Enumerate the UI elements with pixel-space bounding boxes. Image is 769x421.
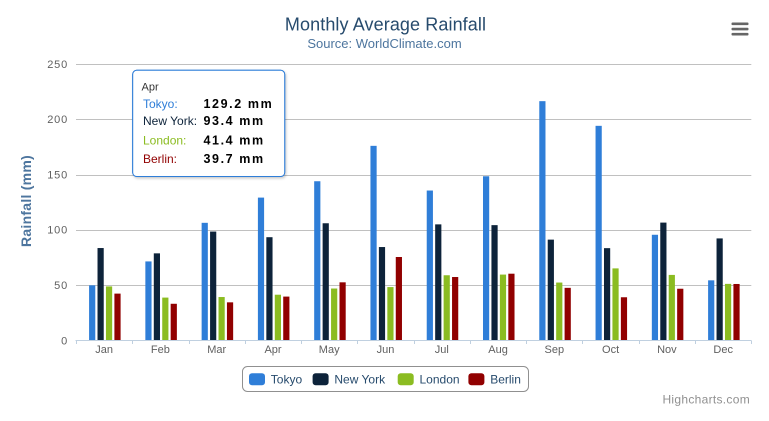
svg-text:Tokyo: Tokyo [271, 373, 303, 387]
svg-text:129.2 mm: 129.2 mm [204, 97, 274, 111]
svg-text:41.4 mm: 41.4 mm [204, 134, 265, 148]
svg-text:0: 0 [61, 335, 68, 347]
svg-text:100: 100 [47, 225, 68, 237]
svg-text:Oct: Oct [602, 344, 619, 356]
svg-text:250: 250 [47, 59, 68, 71]
svg-text:150: 150 [47, 169, 68, 181]
svg-text:Sep: Sep [545, 344, 565, 356]
svg-text:London: London [420, 373, 460, 387]
svg-text:Aug: Aug [488, 344, 508, 356]
svg-text:Jul: Jul [435, 344, 449, 356]
svg-text:Apr: Apr [142, 81, 159, 93]
svg-text:Monthly Average Rainfall: Monthly Average Rainfall [285, 15, 486, 35]
svg-text:Nov: Nov [657, 344, 677, 356]
svg-text:Berlin:: Berlin: [143, 152, 177, 166]
svg-text:Dec: Dec [713, 344, 733, 356]
svg-text:May: May [319, 344, 340, 356]
svg-text:Tokyo:: Tokyo: [143, 97, 178, 111]
svg-text:Jun: Jun [377, 344, 395, 356]
svg-text:Source: WorldClimate.com: Source: WorldClimate.com [307, 36, 461, 51]
svg-text:Rainfall (mm): Rainfall (mm) [18, 155, 34, 247]
svg-text:200: 200 [47, 114, 68, 126]
svg-text:39.7 mm: 39.7 mm [204, 152, 265, 166]
svg-text:93.4 mm: 93.4 mm [204, 114, 265, 128]
svg-text:Berlin: Berlin [490, 373, 521, 387]
svg-text:New York:: New York: [143, 114, 197, 128]
svg-text:50: 50 [54, 280, 68, 292]
svg-text:New York: New York [334, 373, 386, 387]
svg-text:Mar: Mar [207, 344, 226, 356]
svg-text:Highcharts.com: Highcharts.com [662, 393, 750, 407]
svg-text:Apr: Apr [264, 344, 281, 356]
svg-text:Jan: Jan [95, 344, 113, 356]
svg-text:London:: London: [143, 134, 186, 148]
svg-text:Feb: Feb [151, 344, 170, 356]
